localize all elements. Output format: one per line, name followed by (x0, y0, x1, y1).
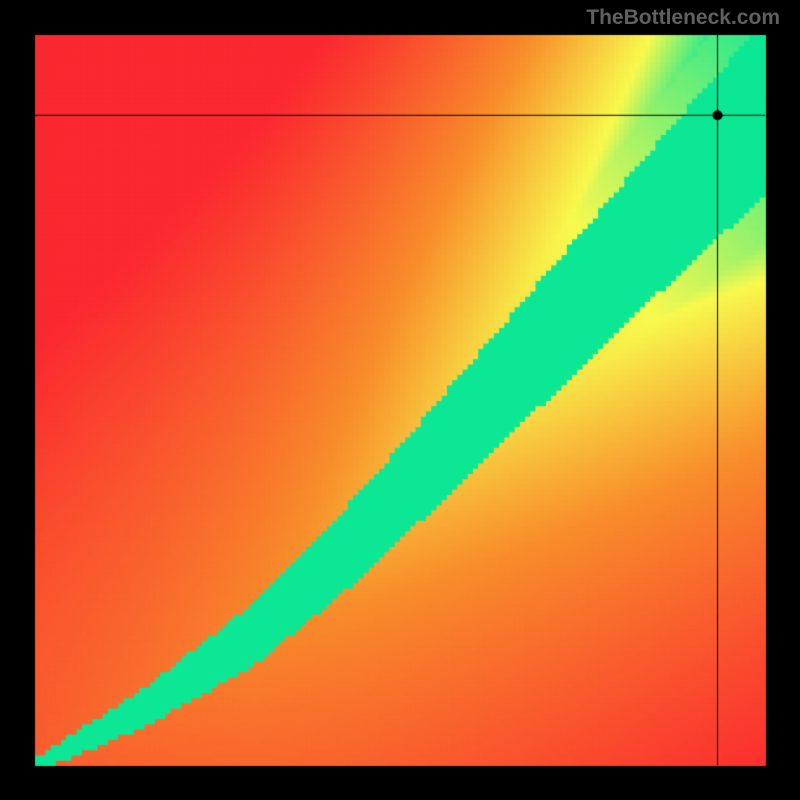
bottleneck-heatmap (0, 0, 800, 800)
watermark-text: TheBottleneck.com (586, 6, 780, 30)
chart-container: TheBottleneck.com (0, 0, 800, 800)
